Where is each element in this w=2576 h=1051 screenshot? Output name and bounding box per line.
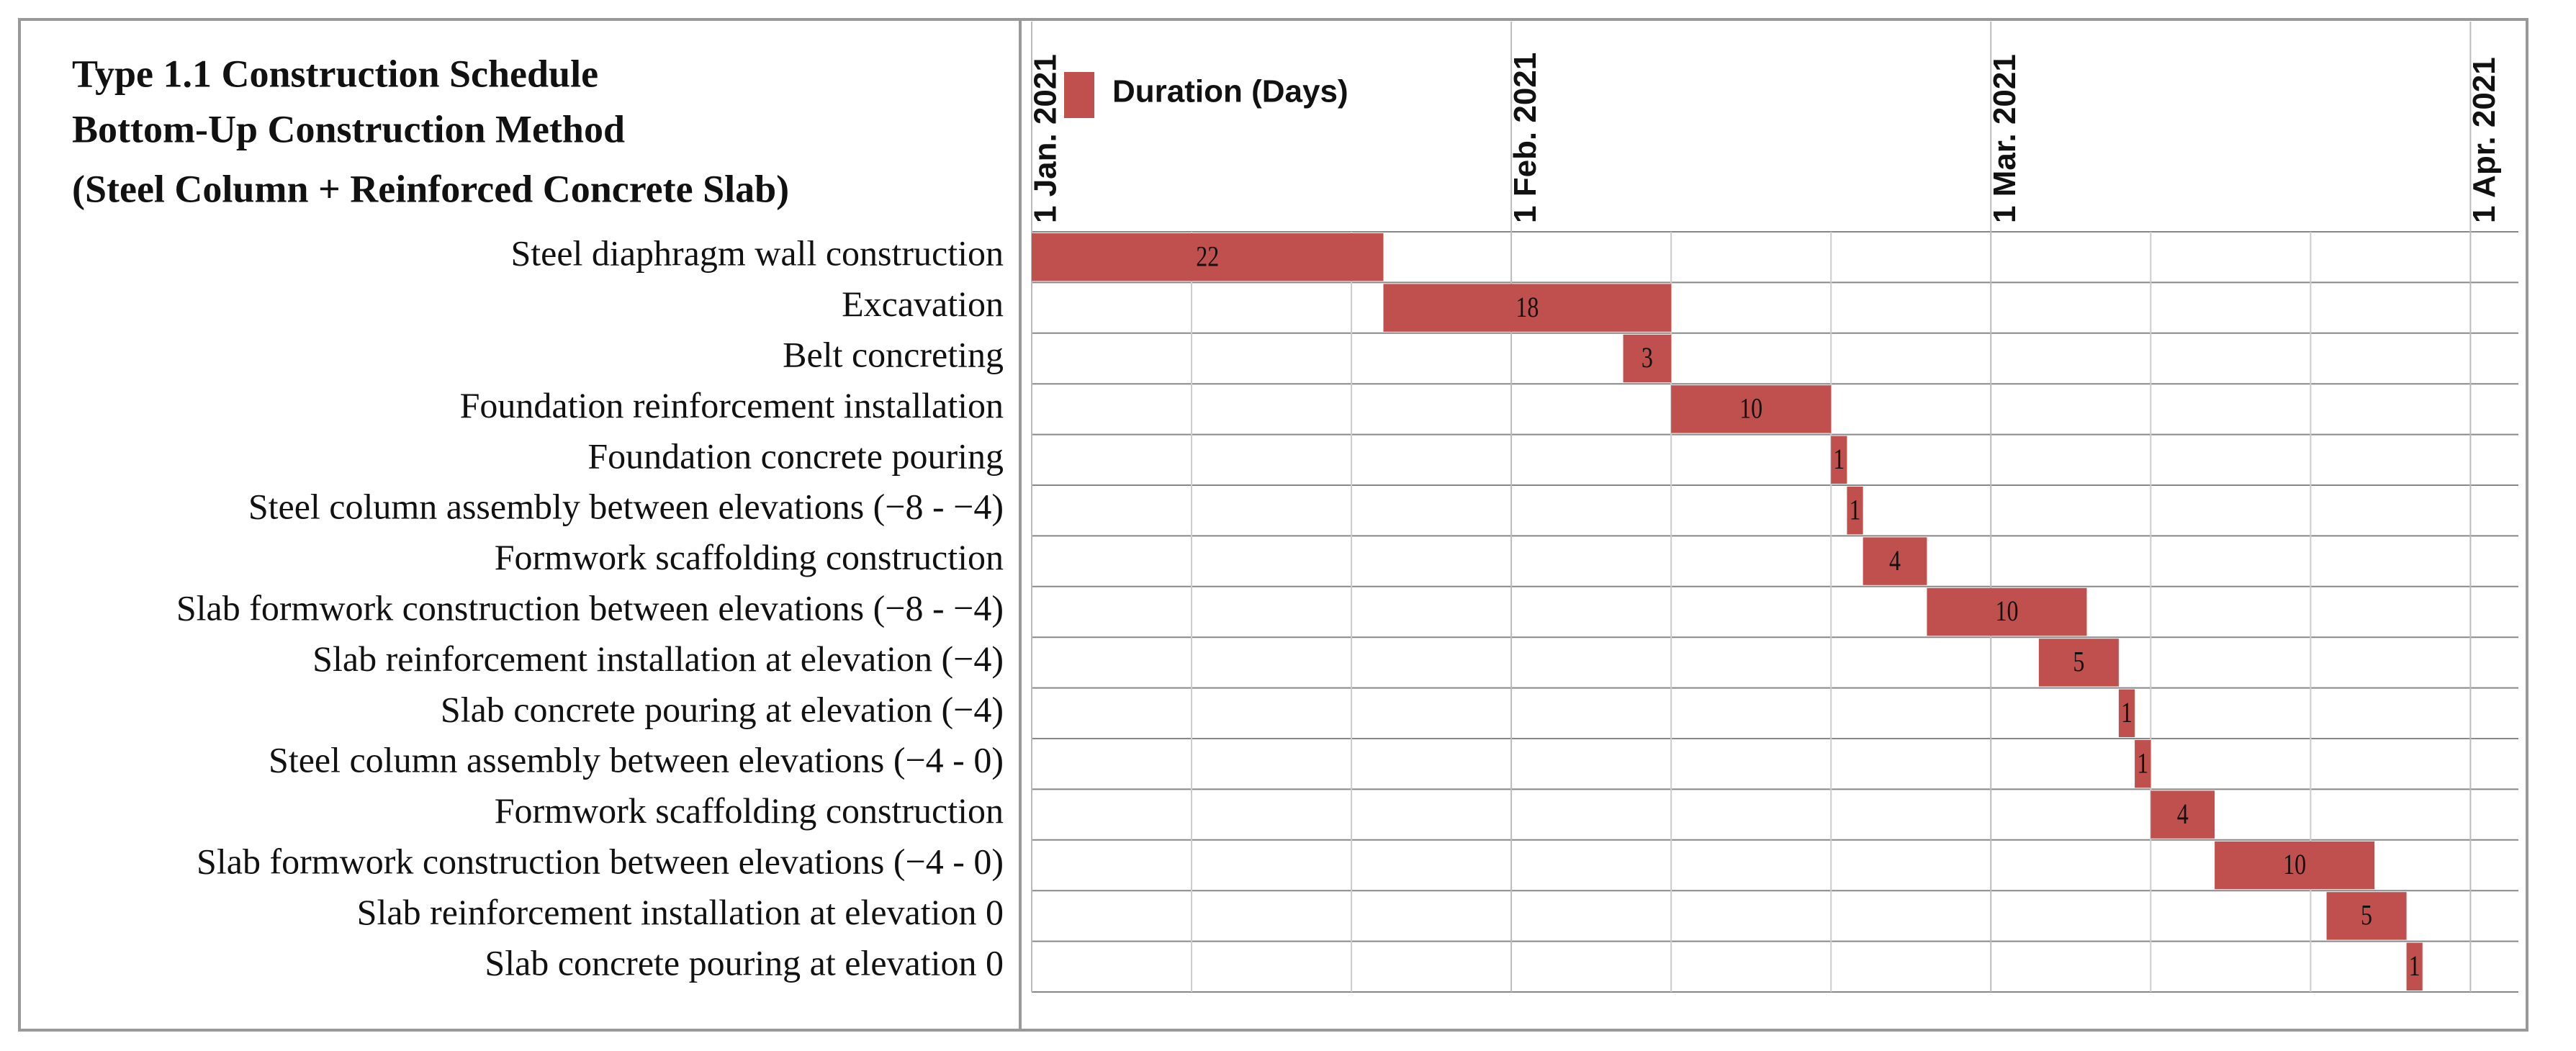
value-label: 22 [1196, 240, 1219, 272]
legend-swatch [1064, 72, 1094, 118]
value-label: 5 [2361, 899, 2372, 931]
bar [2038, 639, 2119, 687]
category-label: Belt concreting [783, 334, 1004, 374]
value-label: 3 [1641, 342, 1653, 374]
category-label: Slab formwork construction between eleva… [197, 841, 1004, 881]
x-tick-label: 1 Mar. 2021 [1987, 54, 2022, 223]
category-label: Slab reinforcement installation at eleva… [312, 639, 1004, 679]
legend-label: Duration (Days) [1112, 74, 1348, 109]
category-label: Steel column assembly between elevations… [269, 740, 1004, 780]
category-label: Slab reinforcement installation at eleva… [357, 892, 1004, 932]
value-label: 1 [2137, 747, 2148, 779]
bar [2326, 892, 2407, 940]
bar [2406, 942, 2423, 991]
category-label: Slab concrete pouring at elevation 0 [485, 942, 1004, 983]
value-label: 1 [1833, 443, 1845, 475]
x-tick-label: 1 Apr. 2021 [2467, 57, 2502, 223]
x-tick-label: 1 Feb. 2021 [1508, 53, 1543, 223]
category-label: Foundation concrete pouring [587, 436, 1004, 476]
value-label: 10 [1995, 595, 2018, 627]
bar [1623, 334, 1672, 383]
bar [1383, 284, 1672, 332]
category-label: Steel diaphragm wall construction [510, 233, 1004, 274]
category-label: Excavation [842, 284, 1004, 324]
bar [1927, 587, 2087, 636]
category-label: Steel column assembly between elevations… [248, 487, 1004, 527]
value-label: 10 [2283, 849, 2306, 880]
value-label: 4 [1889, 544, 1901, 576]
bar [1863, 537, 1927, 585]
value-label: 1 [2121, 697, 2133, 729]
bar [1847, 487, 1863, 535]
chart-panel-border [1019, 18, 2528, 1032]
bar [1831, 436, 1847, 484]
value-label: 5 [2073, 646, 2084, 677]
bar [2151, 790, 2215, 839]
chart-title: Bottom-Up Construction Method [72, 107, 625, 150]
chart-title: Type 1.1 Construction Schedule [72, 52, 598, 95]
value-label: 4 [2177, 798, 2189, 829]
value-label: 1 [1850, 494, 1861, 526]
bar [2135, 740, 2151, 788]
value-label: 10 [1739, 392, 1762, 424]
x-tick-label: 1 Jan. 2021 [1028, 54, 1063, 223]
category-label: Formwork scaffolding construction [495, 537, 1004, 577]
value-label: 1 [2409, 950, 2420, 982]
bar [1671, 385, 1832, 433]
value-label: 18 [1516, 291, 1539, 322]
chart-title: (Steel Column + Reinforced Concrete Slab… [72, 167, 789, 210]
category-label: Slab formwork construction between eleva… [176, 587, 1004, 628]
category-label: Slab concrete pouring at elevation (−4) [441, 689, 1004, 729]
bar [2215, 841, 2375, 890]
category-label: Foundation reinforcement installation [460, 385, 1004, 425]
category-label: Formwork scaffolding construction [495, 790, 1004, 831]
bar [2118, 689, 2135, 737]
bar [1032, 233, 1384, 281]
